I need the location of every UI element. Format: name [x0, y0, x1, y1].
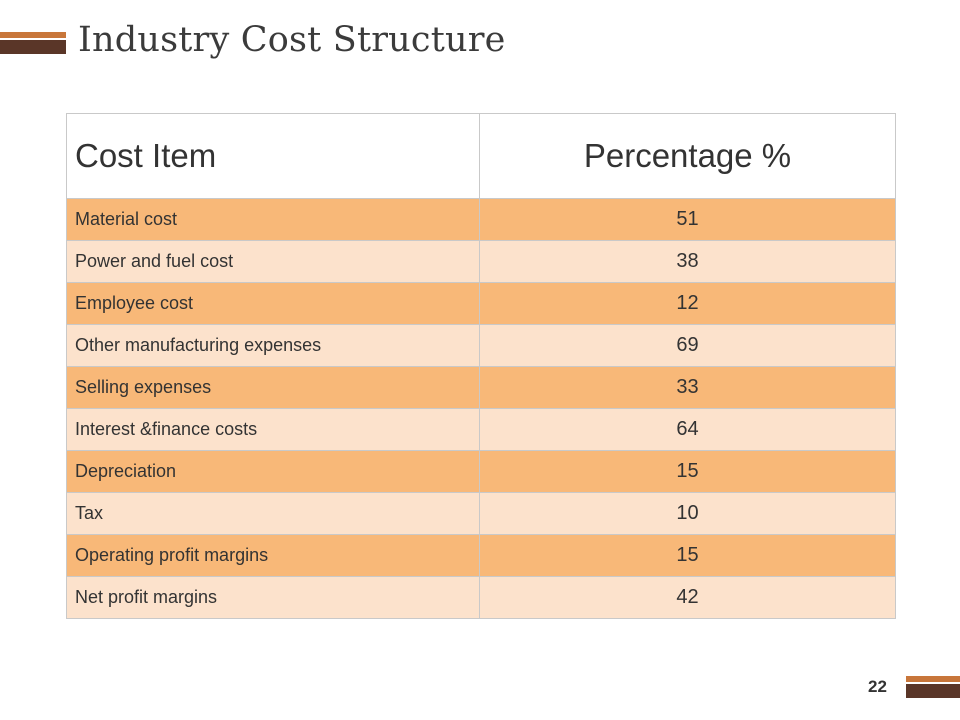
title-accent-stripe-top — [0, 32, 66, 38]
cost-item-cell: Employee cost — [66, 282, 480, 325]
percentage-cell: 38 — [479, 240, 896, 283]
header-percentage: Percentage % — [479, 113, 896, 199]
percentage-cell: 64 — [479, 408, 896, 451]
percentage-cell: 15 — [479, 534, 896, 577]
title-accent-stripe-bottom — [0, 40, 66, 54]
table-row: Material cost 51 — [66, 198, 896, 241]
page-number: 22 — [868, 677, 887, 696]
footer-accent-bar — [906, 676, 960, 698]
percentage-cell: 15 — [479, 450, 896, 493]
table-row: Power and fuel cost 38 — [66, 240, 896, 283]
table-row: Selling expenses 33 — [66, 366, 896, 409]
table-row: Operating profit margins 15 — [66, 534, 896, 577]
cost-item-cell: Material cost — [66, 198, 480, 241]
header-cost-item: Cost Item — [66, 113, 480, 199]
percentage-cell: 12 — [479, 282, 896, 325]
percentage-cell: 33 — [479, 366, 896, 409]
cost-item-cell: Selling expenses — [66, 366, 480, 409]
cost-item-cell: Operating profit margins — [66, 534, 480, 577]
percentage-cell: 42 — [479, 576, 896, 619]
table-row: Net profit margins 42 — [66, 576, 896, 619]
footer-accent-stripe-top — [906, 676, 960, 682]
footer-accent-stripe-bottom — [906, 684, 960, 698]
cost-item-cell: Interest &finance costs — [66, 408, 480, 451]
title-accent-bar — [0, 32, 66, 54]
cost-item-cell: Net profit margins — [66, 576, 480, 619]
table-row: Employee cost 12 — [66, 282, 896, 325]
cost-item-cell: Depreciation — [66, 450, 480, 493]
slide-title: Industry Cost Structure — [78, 20, 506, 60]
cost-item-cell: Power and fuel cost — [66, 240, 480, 283]
cost-structure-table: Cost Item Percentage % Material cost 51 … — [66, 113, 896, 619]
percentage-cell: 69 — [479, 324, 896, 367]
percentage-cell: 10 — [479, 492, 896, 535]
table-row: Tax 10 — [66, 492, 896, 535]
cost-item-cell: Tax — [66, 492, 480, 535]
table-header-row: Cost Item Percentage % — [66, 113, 896, 199]
table-row: Depreciation 15 — [66, 450, 896, 493]
percentage-cell: 51 — [479, 198, 896, 241]
table-row: Other manufacturing expenses 69 — [66, 324, 896, 367]
cost-item-cell: Other manufacturing expenses — [66, 324, 480, 367]
table-row: Interest &finance costs 64 — [66, 408, 896, 451]
